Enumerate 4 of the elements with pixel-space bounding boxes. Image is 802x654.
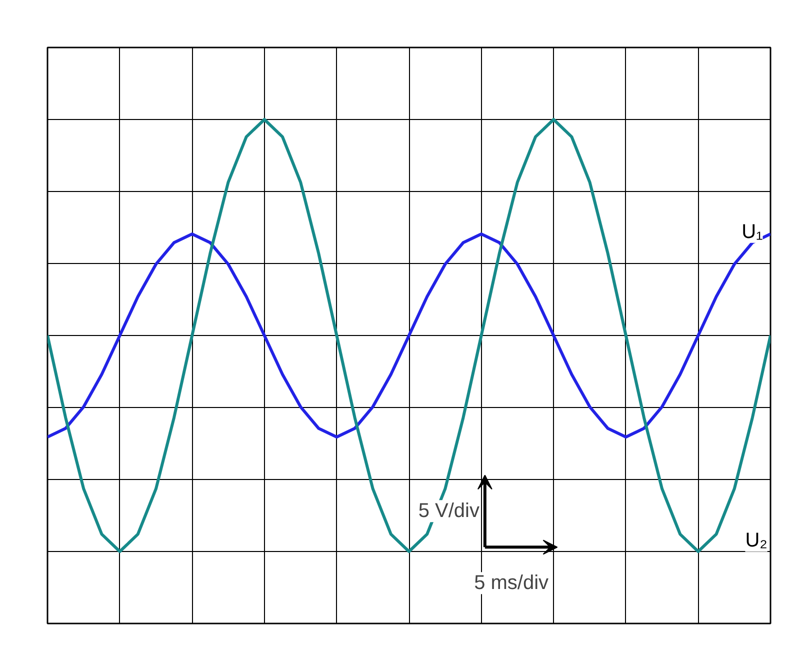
- series-label: U₁: [742, 220, 764, 243]
- annotation: 5 V/div: [418, 500, 480, 522]
- series-label: U₂: [745, 530, 768, 552]
- text: 5 ms/div: [474, 572, 549, 594]
